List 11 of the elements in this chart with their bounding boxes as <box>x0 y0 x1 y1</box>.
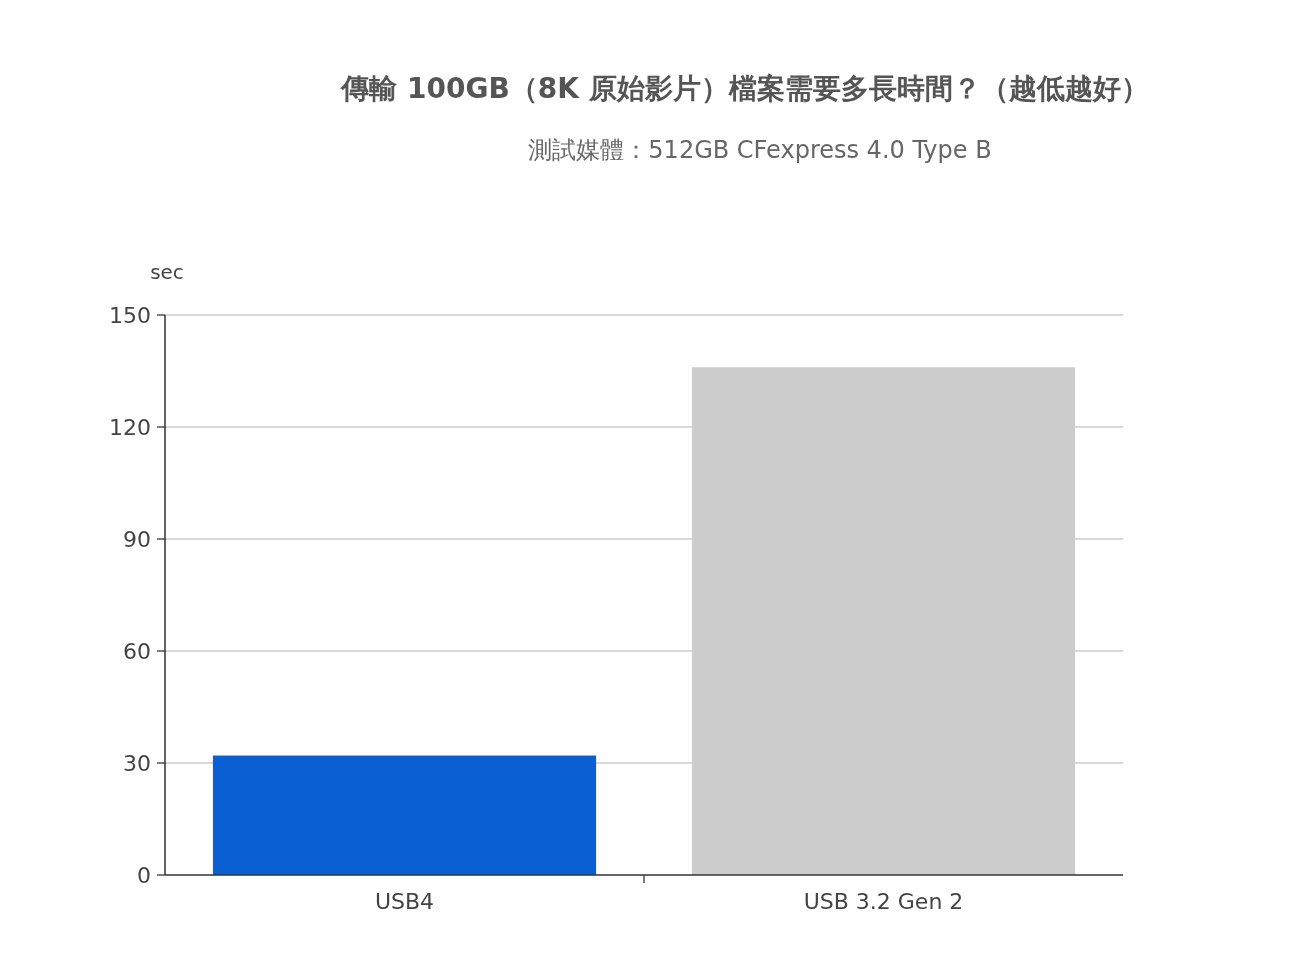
ylabel: sec <box>150 260 184 284</box>
title: 傳輸 100GB（8K 原始影片）檔案需要多長時間？（越低越好） <box>341 72 1149 105</box>
subtitle: 測試媒體：512GB CFexpress 4.0 Type B <box>528 136 992 164</box>
xtick: USB4 <box>374 889 435 914</box>
ytick: 0 <box>137 863 151 888</box>
ytick: 150 <box>109 303 151 328</box>
xtick: USB 3.2 Gen 2 <box>803 889 964 914</box>
ytick: 60 <box>123 639 151 664</box>
ytick: 30 <box>123 751 151 776</box>
ytick: 90 <box>123 527 151 552</box>
ytick: 120 <box>109 415 151 440</box>
